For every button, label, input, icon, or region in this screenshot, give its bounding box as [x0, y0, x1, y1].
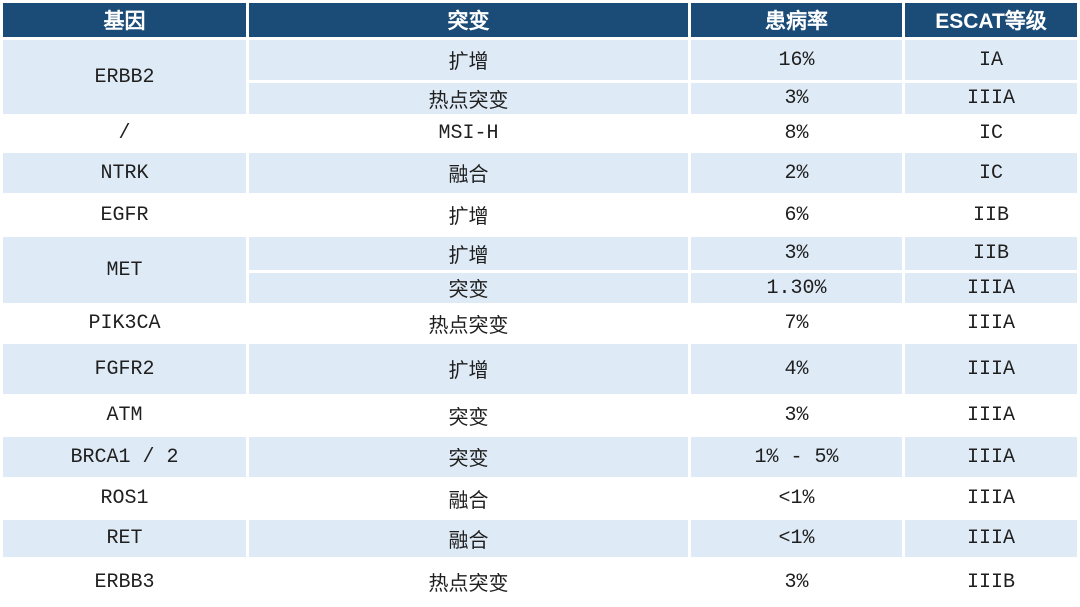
gene-cell: ATM: [3, 397, 246, 434]
prevalence-cell: 3%: [691, 560, 902, 604]
mutation-cell: 热点突变: [249, 83, 688, 114]
gene-cell: RET: [3, 520, 246, 557]
gene-cell: BRCA1 / 2: [3, 437, 246, 477]
column-header-prevalence: 患病率: [691, 3, 902, 37]
prevalence-cell: 3%: [691, 237, 902, 270]
gene-cell: ERBB2: [3, 40, 246, 114]
table-row: NTRK 融合 2% IC: [3, 153, 1077, 193]
escat-cell: IIIA: [905, 437, 1077, 477]
table-row: 热点突变 3% IIIA: [3, 83, 1077, 114]
table-row: MET 扩增 3% IIB: [3, 237, 1077, 303]
table-row: ERBB3 热点突变 3% IIIB: [3, 560, 1077, 604]
escat-cell: IC: [905, 117, 1077, 150]
escat-cell: IIIB: [905, 560, 1077, 604]
escat-cell: IIIA: [905, 520, 1077, 557]
mutation-cell: 突变: [249, 273, 688, 303]
escat-cell: IIB: [905, 237, 1077, 270]
escat-cell: IIIA: [905, 344, 1077, 394]
table-row: ERBB2 扩增 16% IA: [3, 40, 1077, 114]
prevalence-cell: 7%: [691, 306, 902, 341]
gene-cell: NTRK: [3, 153, 246, 193]
table-row: RET 融合 <1% IIIA: [3, 520, 1077, 557]
table-row: / MSI-H 8% IC: [3, 117, 1077, 150]
mutation-cell: 融合: [249, 153, 688, 193]
prevalence-cell: 1.30%: [691, 273, 902, 303]
mutation-cell: 突变: [249, 437, 688, 477]
prevalence-cell: 3%: [691, 83, 902, 114]
mutation-cell: 扩增: [249, 40, 688, 80]
header-row: 基因 突变 患病率 ESCAT等级: [3, 3, 1077, 37]
mutation-cell: 扩增: [249, 344, 688, 394]
gene-cell: EGFR: [3, 196, 246, 234]
prevalence-cell: 3%: [691, 397, 902, 434]
prevalence-cell: 8%: [691, 117, 902, 150]
column-header-escat: ESCAT等级: [905, 3, 1077, 37]
gene-cell: PIK3CA: [3, 306, 246, 341]
escat-cell: IIIA: [905, 397, 1077, 434]
table-row: PIK3CA 热点突变 7% IIIA: [3, 306, 1077, 341]
prevalence-cell: <1%: [691, 480, 902, 517]
gene-cell: ROS1: [3, 480, 246, 517]
escat-cell: IIIA: [905, 306, 1077, 341]
prevalence-cell: 6%: [691, 196, 902, 234]
prevalence-cell: <1%: [691, 520, 902, 557]
table-row: 突变 1.30% IIIA: [3, 273, 1077, 303]
mutation-cell: 热点突变: [249, 306, 688, 341]
prevalence-cell: 4%: [691, 344, 902, 394]
gene-cell: FGFR2: [3, 344, 246, 394]
table-row: EGFR 扩增 6% IIB: [3, 196, 1077, 234]
gene-cell: /: [3, 117, 246, 150]
gene-cell: ERBB3: [3, 560, 246, 604]
table-row: BRCA1 / 2 突变 1% - 5% IIIA: [3, 437, 1077, 477]
prevalence-cell: 2%: [691, 153, 902, 193]
mutation-cell: 突变: [249, 397, 688, 434]
prevalence-cell: 1% - 5%: [691, 437, 902, 477]
escat-cell: IC: [905, 153, 1077, 193]
table-row: FGFR2 扩增 4% IIIA: [3, 344, 1077, 394]
escat-cell: IIIA: [905, 273, 1077, 303]
table-row: ATM 突变 3% IIIA: [3, 397, 1077, 434]
mutation-cell: 扩增: [249, 237, 688, 270]
column-header-mutation: 突变: [249, 3, 688, 37]
escat-cell: IIIA: [905, 480, 1077, 517]
table-row: ROS1 融合 <1% IIIA: [3, 480, 1077, 517]
column-header-gene: 基因: [3, 3, 246, 37]
escat-cell: IIIA: [905, 83, 1077, 114]
escat-cell: IIB: [905, 196, 1077, 234]
mutation-cell: 扩增: [249, 196, 688, 234]
prevalence-cell: 16%: [691, 40, 902, 80]
gene-cell: MET: [3, 237, 246, 303]
mutation-cell: 热点突变: [249, 560, 688, 604]
mutation-cell: MSI-H: [249, 117, 688, 150]
mutation-cell: 融合: [249, 480, 688, 517]
mutation-cell: 融合: [249, 520, 688, 557]
escat-cell: IA: [905, 40, 1077, 80]
